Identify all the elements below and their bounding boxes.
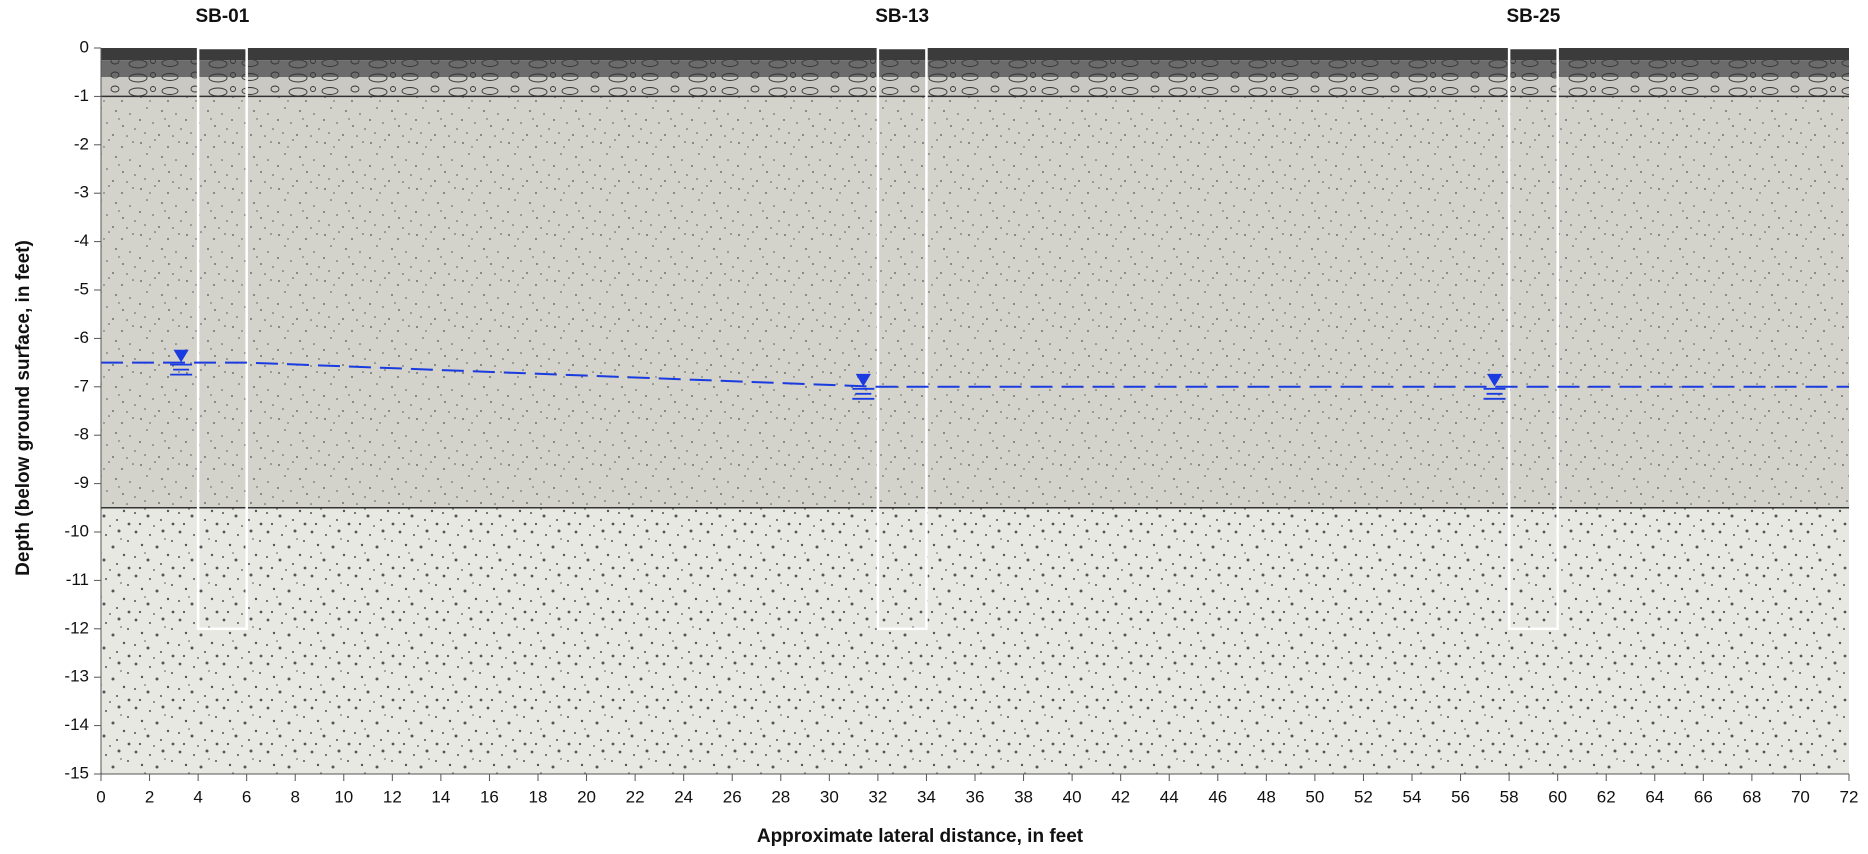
soil-texture <box>101 507 1849 774</box>
y-tick-label: -10 <box>64 521 89 540</box>
x-tick-label: 6 <box>242 787 251 806</box>
x-tick-label: 52 <box>1354 787 1373 806</box>
x-tick-label: 46 <box>1208 787 1227 806</box>
y-tick-label: -9 <box>74 473 89 492</box>
x-tick-label: 32 <box>868 787 887 806</box>
x-tick-label: 14 <box>431 787 450 806</box>
y-tick-label: -14 <box>64 715 89 734</box>
soil-texture <box>101 77 1849 97</box>
water-marker <box>170 349 193 376</box>
x-tick-label: 42 <box>1111 787 1130 806</box>
y-axis-title: Depth (below ground surface, in feet) <box>13 240 34 576</box>
x-tick-label: 50 <box>1305 787 1324 806</box>
x-tick-label: 56 <box>1451 787 1470 806</box>
x-tick-label: 70 <box>1791 787 1810 806</box>
x-tick-label: 40 <box>1063 787 1082 806</box>
x-tick-label: 64 <box>1645 787 1664 806</box>
borehole <box>196 46 248 631</box>
x-axis-title: Approximate lateral distance, in feet <box>757 826 1084 847</box>
borehole-label: SB-01 <box>195 6 249 27</box>
water-marker <box>852 373 875 400</box>
x-tick-label: 24 <box>674 787 693 806</box>
x-tick-label: 48 <box>1257 787 1276 806</box>
water-marker <box>1483 373 1506 400</box>
x-tick-label: 22 <box>626 787 645 806</box>
x-tick-label: 68 <box>1742 787 1761 806</box>
y-tick-label: -1 <box>74 86 89 105</box>
x-tick-label: 58 <box>1500 787 1519 806</box>
x-tick-label: 10 <box>334 787 353 806</box>
x-tick-label: 2 <box>145 787 154 806</box>
soil-texture <box>101 60 1849 78</box>
y-tick-label: -3 <box>74 183 89 202</box>
y-tick-label: -8 <box>74 425 89 444</box>
soil-layer <box>101 48 1849 61</box>
y-tick-label: -12 <box>64 618 89 637</box>
x-tick-label: 72 <box>1840 787 1859 806</box>
x-tick-label: 16 <box>480 787 499 806</box>
y-tick-label: -11 <box>66 570 89 589</box>
borehole-label: SB-25 <box>1506 6 1560 27</box>
borehole-label: SB-13 <box>875 6 929 27</box>
y-tick-label: -6 <box>74 328 89 347</box>
x-tick-label: 60 <box>1548 787 1567 806</box>
y-tick-label: -2 <box>74 134 89 153</box>
x-tick-label: 66 <box>1694 787 1713 806</box>
x-tick-label: 36 <box>966 787 985 806</box>
x-tick-label: 8 <box>290 787 299 806</box>
soil-texture <box>101 96 1849 508</box>
y-tick-label: -13 <box>64 667 89 686</box>
borehole <box>1507 46 1559 631</box>
y-tick-label: -4 <box>74 231 89 250</box>
x-tick-label: 20 <box>577 787 596 806</box>
x-tick-label: 0 <box>96 787 105 806</box>
water-table <box>101 361 1849 388</box>
y-tick-label: -15 <box>64 763 89 782</box>
x-tick-label: 30 <box>820 787 839 806</box>
x-tick-label: 12 <box>383 787 402 806</box>
y-tick-label: -5 <box>74 279 89 298</box>
x-tick-label: 28 <box>771 787 790 806</box>
x-tick-label: 34 <box>917 787 936 806</box>
x-tick-label: 54 <box>1403 787 1422 806</box>
x-tick-label: 44 <box>1160 787 1179 806</box>
x-tick-label: 38 <box>1014 787 1033 806</box>
x-tick-label: 62 <box>1597 787 1616 806</box>
x-tick-label: 18 <box>529 787 548 806</box>
y-tick-label: -7 <box>74 376 89 395</box>
y-tick-label: 0 <box>80 37 89 56</box>
borehole <box>876 46 928 631</box>
x-tick-label: 26 <box>723 787 742 806</box>
x-tick-label: 4 <box>193 787 202 806</box>
